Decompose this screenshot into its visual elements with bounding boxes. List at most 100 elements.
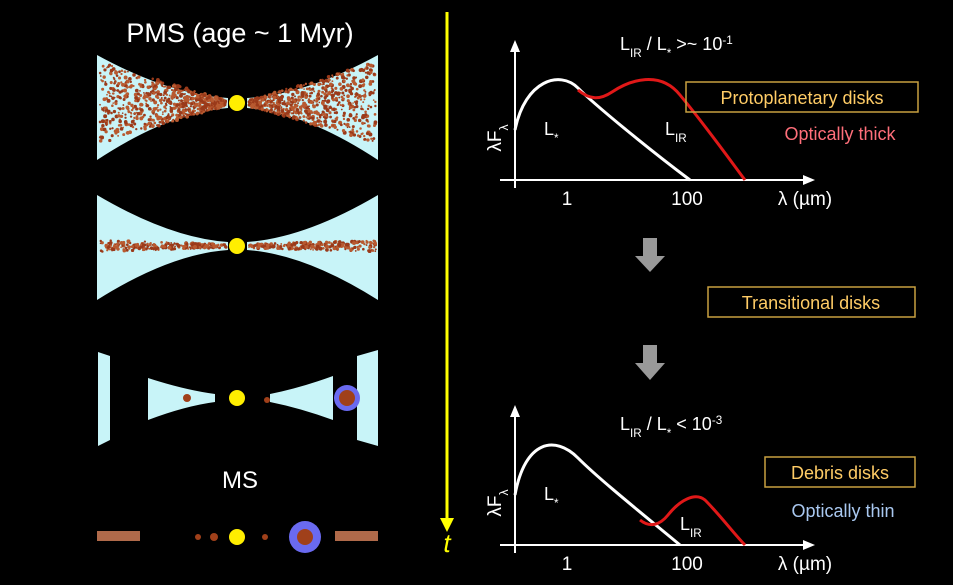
dust: [334, 87, 337, 90]
dust: [154, 84, 157, 87]
dust: [166, 86, 169, 89]
dust: [132, 126, 134, 128]
dust: [365, 76, 368, 79]
planet: [195, 534, 201, 540]
dust: [127, 110, 129, 112]
dust: [165, 244, 167, 246]
dust: [122, 104, 124, 106]
dust: [322, 111, 325, 114]
dust: [157, 93, 160, 96]
dust: [107, 65, 110, 68]
x-tick-label: 1: [562, 554, 573, 575]
dust: [322, 243, 324, 245]
dust: [340, 87, 344, 91]
dust: [135, 89, 139, 93]
dust: [328, 241, 331, 244]
star-label-part: L: [544, 119, 554, 139]
dust: [303, 84, 305, 86]
dust: [355, 115, 358, 118]
dust: [362, 248, 365, 251]
dust: [144, 123, 147, 126]
dust: [343, 123, 345, 125]
dust: [336, 100, 338, 102]
dust: [357, 134, 360, 137]
dust: [154, 102, 156, 104]
dust: [336, 129, 338, 131]
dust: [373, 240, 376, 243]
dust: [137, 112, 140, 115]
dust: [316, 245, 320, 249]
dust: [291, 93, 294, 96]
dust: [203, 246, 205, 248]
dust: [159, 99, 162, 102]
dust: [277, 111, 280, 114]
dust: [199, 112, 201, 114]
dust: [320, 124, 324, 128]
dust: [211, 107, 213, 109]
dust: [358, 240, 361, 243]
dust: [274, 105, 278, 109]
dust: [205, 247, 207, 249]
dust: [173, 247, 176, 250]
dust: [99, 139, 103, 143]
dust: [249, 243, 252, 246]
dust: [292, 112, 294, 114]
dust: [177, 91, 180, 94]
dust: [366, 241, 369, 244]
dust: [309, 122, 312, 125]
dust: [270, 99, 272, 101]
star-label-part: *: [554, 497, 559, 510]
dust: [363, 135, 365, 137]
dust: [154, 247, 156, 249]
dust: [335, 97, 338, 100]
dust: [308, 89, 310, 91]
dust: [162, 99, 164, 101]
dust: [130, 81, 132, 83]
dust: [138, 247, 141, 250]
dust: [118, 70, 121, 73]
dust: [143, 96, 146, 99]
dust: [358, 119, 361, 122]
dust: [356, 113, 358, 115]
depth-label: Optically thin: [791, 501, 894, 521]
dust: [323, 120, 327, 124]
dust: [361, 78, 364, 81]
dust: [335, 118, 337, 120]
dust: [336, 92, 340, 96]
dust: [118, 76, 121, 79]
dust: [110, 241, 113, 244]
dust: [249, 102, 251, 104]
dust: [144, 241, 146, 243]
dust: [203, 109, 205, 111]
ratio-label-part: >~ 10: [671, 34, 722, 54]
x-axis-label: λ (µm): [778, 554, 832, 575]
class-label: Transitional disks: [742, 293, 880, 313]
dust: [134, 105, 137, 108]
dust: [161, 121, 165, 125]
dust: [130, 104, 133, 107]
dust: [104, 107, 107, 110]
dust: [335, 246, 337, 248]
dust: [210, 98, 214, 102]
dust: [357, 97, 360, 100]
dust: [177, 244, 181, 248]
dust: [117, 82, 120, 85]
dust: [100, 75, 102, 77]
dust: [125, 81, 127, 83]
dust: [287, 91, 290, 94]
dust: [144, 81, 147, 84]
dust: [341, 109, 343, 111]
dust: [353, 117, 356, 120]
dust: [254, 100, 256, 102]
dust: [193, 91, 195, 93]
dust: [300, 241, 303, 244]
dust: [200, 99, 204, 103]
dust: [214, 245, 217, 248]
dust: [138, 83, 141, 86]
dust: [283, 244, 286, 247]
dust: [122, 249, 126, 253]
dust: [341, 91, 344, 94]
dust: [315, 111, 319, 115]
dust: [301, 245, 305, 249]
dust: [217, 100, 219, 102]
